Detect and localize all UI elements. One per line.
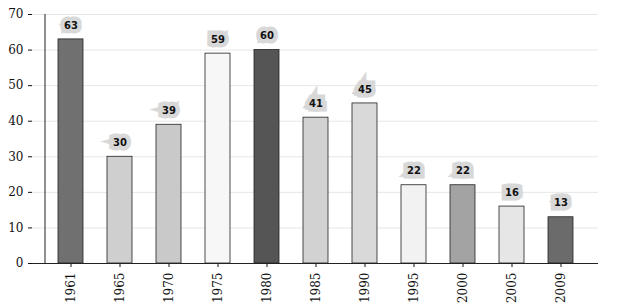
svg-text:1970: 1970	[162, 273, 176, 304]
svg-text:63: 63	[64, 20, 78, 31]
svg-text:2009: 2009	[554, 273, 568, 304]
svg-text:0: 0	[16, 256, 24, 270]
svg-text:20: 20	[8, 185, 23, 199]
svg-text:2005: 2005	[505, 273, 519, 304]
svg-text:16: 16	[505, 187, 519, 198]
svg-text:22: 22	[456, 165, 470, 176]
svg-text:1995: 1995	[407, 273, 421, 304]
svg-text:10: 10	[8, 221, 23, 235]
svg-text:30: 30	[8, 150, 23, 164]
svg-text:30: 30	[113, 137, 127, 148]
svg-text:1965: 1965	[113, 273, 127, 304]
svg-text:41: 41	[309, 98, 323, 109]
svg-text:22: 22	[407, 165, 421, 176]
svg-text:70: 70	[8, 7, 23, 21]
svg-text:1975: 1975	[211, 273, 225, 304]
svg-text:1980: 1980	[260, 273, 274, 304]
svg-text:45: 45	[358, 84, 372, 95]
svg-text:1985: 1985	[309, 273, 323, 304]
svg-text:39: 39	[162, 105, 176, 116]
svg-text:2000: 2000	[456, 273, 470, 304]
svg-text:60: 60	[8, 43, 23, 57]
svg-text:40: 40	[8, 114, 23, 128]
svg-text:60: 60	[260, 30, 274, 41]
svg-text:13: 13	[554, 197, 568, 208]
svg-text:1990: 1990	[358, 273, 372, 304]
svg-text:1961: 1961	[64, 273, 78, 304]
svg-text:50: 50	[8, 78, 23, 92]
svg-text:59: 59	[211, 34, 225, 45]
